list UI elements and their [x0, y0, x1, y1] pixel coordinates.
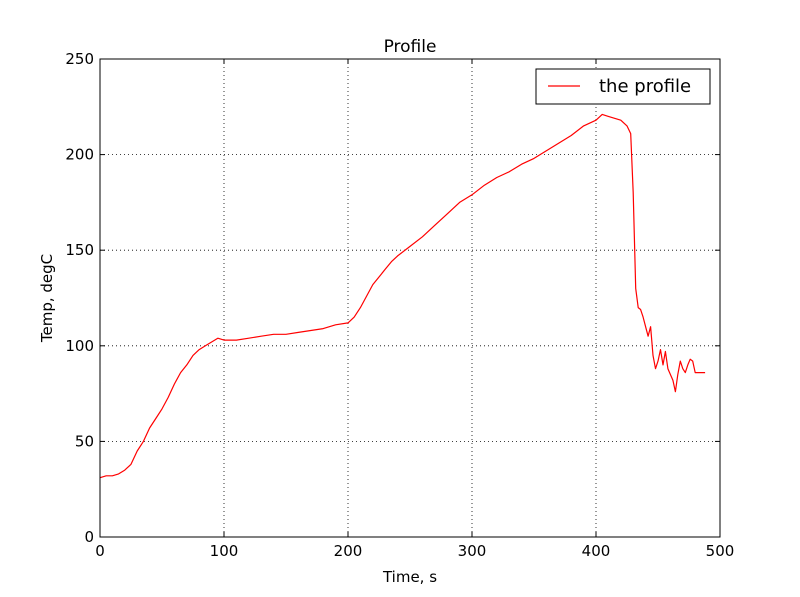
y-tick-label: 150 — [65, 241, 94, 259]
legend: the profile — [535, 68, 711, 105]
chart-title: Profile — [384, 37, 437, 57]
axes-frame — [99, 58, 721, 538]
grid — [100, 59, 720, 537]
y-tick-label: 50 — [75, 432, 94, 450]
y-tick-label: 100 — [65, 337, 94, 355]
y-tick-label: 200 — [65, 146, 94, 164]
y-tick-label: 0 — [84, 528, 94, 546]
x-tick-label: 300 — [458, 542, 487, 560]
ticks: 0 100 200 300 400 500 0 50 100 150 200 250 — [65, 50, 734, 560]
x-tick-label: 400 — [582, 542, 611, 560]
plot-area — [99, 113, 706, 479]
legend-label: the profile — [599, 76, 691, 97]
x-tick-label: 500 — [706, 542, 735, 560]
x-tick-label: 200 — [334, 542, 363, 560]
x-tick-label: 100 — [210, 542, 239, 560]
series-line — [99, 113, 706, 479]
x-axis-label: Time, s — [382, 568, 437, 586]
y-tick-label: 250 — [65, 50, 94, 68]
y-axis-label: Temp, degC — [38, 254, 56, 343]
x-tick-label: 0 — [95, 542, 105, 560]
